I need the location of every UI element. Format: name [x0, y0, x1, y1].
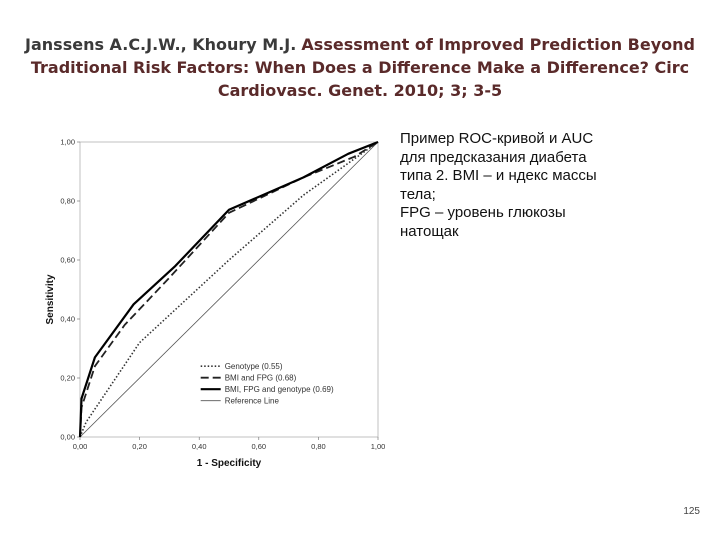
y-tick-label: 0,40: [60, 315, 75, 324]
y-axis-label: Sensitivity: [45, 274, 56, 324]
caption-line: Пример ROC-кривой и AUC: [400, 130, 594, 147]
x-tick-label: 0,40: [192, 442, 207, 451]
series-line-2: [78, 140, 379, 438]
caption-line: тела;: [400, 185, 436, 203]
x-tick-label: 0,20: [132, 442, 147, 451]
y-tick-label: 0,60: [60, 256, 75, 265]
x-tick-label: 0,80: [311, 442, 326, 451]
plot-frame: [79, 141, 379, 438]
y-tick-label: 0,00: [60, 433, 75, 442]
chart-caption: Пример ROC-кривой и AUC для предсказания…: [400, 130, 685, 241]
x-tick-label: 0,60: [251, 442, 266, 451]
page-number: 125: [683, 506, 700, 517]
caption-line: типа 2. BMI – и ндекс массы: [400, 167, 597, 184]
legend-label: BMI and FPG (0.68): [225, 374, 297, 383]
legend-label: Reference Line: [225, 397, 280, 406]
y-tick-label: 1,00: [60, 138, 75, 147]
series-line-0: [79, 141, 379, 438]
y-tick-label: 0,20: [60, 374, 75, 383]
caption-line: FPG – уровень глюкозы: [400, 204, 566, 221]
series-line-3: [79, 141, 379, 438]
title-citation: Assessment of Improved Prediction Beyond…: [30, 35, 695, 100]
caption-line: натощак: [400, 222, 459, 240]
x-tick-label: 0,00: [73, 442, 88, 451]
legend-label: BMI, FPG and genotype (0.69): [225, 385, 334, 394]
legend-label: Genotype (0.55): [225, 362, 283, 371]
caption-line: для предсказания диабета: [400, 148, 587, 166]
x-tick-label: 1,00: [371, 442, 386, 451]
title-authors: Janssens A.C.J.W., Khoury M.J.: [25, 35, 297, 54]
y-tick-label: 0,80: [60, 197, 75, 206]
slide-title: Janssens A.C.J.W., Khoury M.J. Assessmen…: [20, 33, 700, 102]
x-axis-label: 1 - Specificity: [197, 458, 262, 469]
